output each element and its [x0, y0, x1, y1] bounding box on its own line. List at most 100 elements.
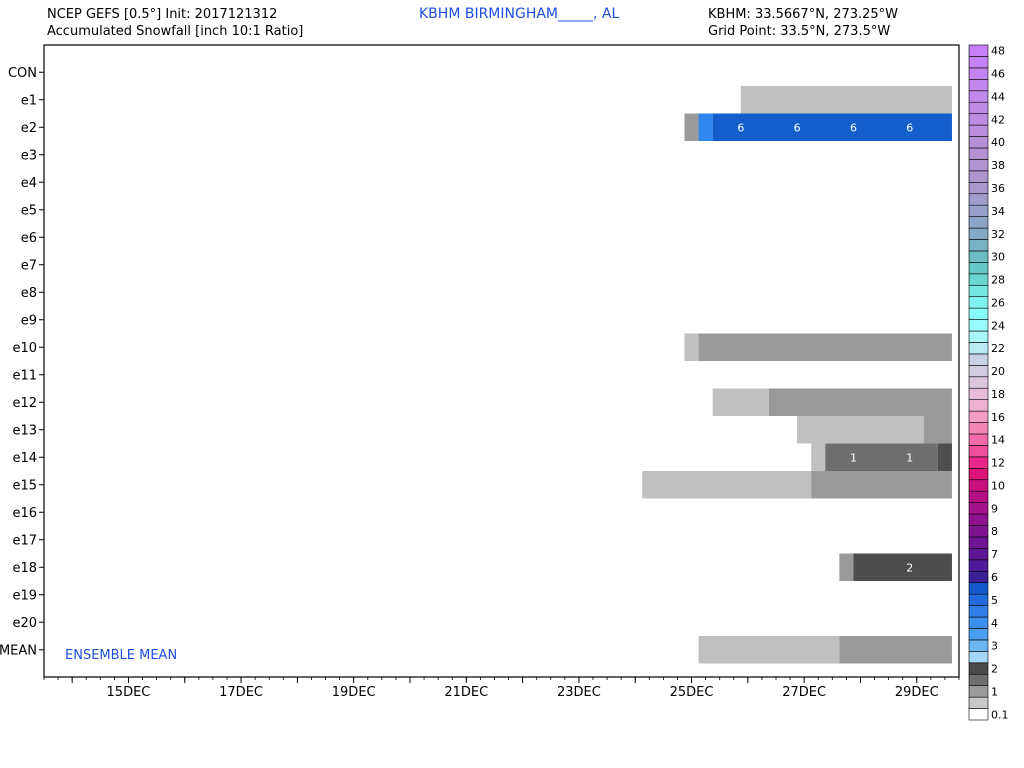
y-axis: CON e1 e2 e3 e4 e5 e6 e7 e8 e9 e10 e11 e12 e13 e14 e15 e…: [0, 66, 44, 658]
legend-swatch: [968, 239, 989, 252]
legend-swatch: [968, 159, 989, 172]
legend-swatch: [968, 342, 989, 355]
segment-layer: 6 6 6 6 1 1 2: [642, 86, 952, 664]
legend-label: 48: [991, 45, 1005, 58]
x-tick-label: 19DEC: [332, 685, 376, 700]
snowfall-segment: [684, 113, 699, 141]
legend-swatch: [968, 525, 989, 538]
grid-point-coords: Grid Point: 33.5°N, 273.5°W: [708, 24, 891, 39]
legend-swatch: [968, 124, 989, 137]
legend-swatch: [968, 513, 989, 526]
legend-swatch: [968, 387, 989, 400]
legend-swatch: [968, 410, 989, 423]
y-tick-label: e1: [21, 93, 37, 108]
legend-swatch: [968, 365, 989, 378]
legend-label: 4: [991, 617, 998, 630]
legend-swatch: [968, 44, 989, 57]
legend-swatch: [968, 605, 989, 618]
y-tick-label: e19: [12, 588, 37, 603]
legend-swatch: [968, 456, 989, 469]
legend-label: 30: [991, 251, 1005, 264]
x-axis: 15DEC 17DEC 19DEC 21DEC 23DEC 25DEC 27DEC 29DEC: [43, 677, 960, 700]
station-coords: KBHM: 33.5667°N, 273.25°W: [708, 7, 899, 22]
legend-label: 8: [991, 525, 998, 538]
legend-swatch: [968, 101, 989, 114]
legend-swatch: [968, 79, 989, 92]
x-tick-label: 25DEC: [670, 685, 714, 700]
legend-swatch: [968, 90, 989, 103]
station-name: KBHM BIRMINGHAM_____, AL: [419, 6, 620, 22]
snowfall-segment: [684, 333, 699, 361]
legend-swatch: [968, 490, 989, 503]
legend-label: 14: [991, 434, 1005, 447]
y-tick-label: e4: [21, 176, 37, 191]
snowfall-segment: [853, 553, 952, 581]
model-init-label: NCEP GEFS [0.5°] Init: 2017121312: [47, 7, 278, 22]
legend-label: 9: [991, 502, 998, 515]
snowfall-segment: [923, 416, 952, 444]
snowfall-segment: [811, 443, 826, 471]
legend-swatch: [968, 56, 989, 69]
y-tick-label: MEAN: [0, 643, 37, 658]
legend-label: 6: [991, 571, 998, 584]
snowfall-segment: [642, 471, 812, 499]
legend-swatch: [968, 284, 989, 297]
legend-swatch: [968, 433, 989, 446]
legend-swatch: [968, 559, 989, 572]
legend-swatch: [968, 307, 989, 320]
legend-swatch: [968, 445, 989, 458]
snowfall-segment: [797, 416, 924, 444]
legend-swatch: [968, 639, 989, 652]
y-tick-label: e15: [12, 478, 37, 493]
legend-swatch: [968, 696, 989, 709]
legend-swatch: [968, 296, 989, 309]
segment-value-label: 6: [794, 121, 801, 134]
segment-value-label: 6: [737, 121, 744, 134]
snowfall-segment: [712, 113, 952, 141]
y-tick-label: e6: [21, 231, 37, 246]
y-tick-label: e18: [12, 561, 37, 576]
y-tick-label: e20: [12, 616, 37, 631]
legend-label: 40: [991, 136, 1005, 149]
y-tick-label: e14: [12, 451, 37, 466]
legend-label: 46: [991, 68, 1005, 81]
y-tick-label: e3: [21, 148, 37, 163]
legend-swatch: [968, 376, 989, 389]
y-tick-label: e13: [12, 423, 37, 438]
snowfall-segment: [698, 333, 952, 361]
legend-label: 12: [991, 457, 1005, 470]
colorbar-legend: 0.11234567891012141618202224262830323436…: [968, 44, 1009, 721]
snowfall-segment: [712, 388, 769, 416]
legend-swatch: [968, 422, 989, 435]
x-tick-label: 17DEC: [219, 685, 263, 700]
segment-value-label: 6: [906, 121, 913, 134]
variable-label: Accumulated Snowfall [inch 10:1 Ratio]: [47, 24, 304, 39]
legend-label: 1: [991, 685, 998, 698]
y-tick-label: e10: [12, 341, 37, 356]
segment-value-label: 2: [906, 561, 913, 574]
legend-label: 28: [991, 274, 1005, 287]
legend-label: 3: [991, 640, 998, 653]
y-tick-label: e16: [12, 506, 37, 521]
legend-swatch: [968, 113, 989, 126]
y-tick-label: CON: [8, 66, 37, 81]
legend-swatch: [968, 548, 989, 561]
legend-swatch: [968, 570, 989, 584]
legend-swatch: [968, 685, 989, 698]
legend-label: 38: [991, 159, 1005, 172]
legend-label: 16: [991, 411, 1005, 424]
y-tick-label: e9: [21, 313, 37, 328]
snowfall-segment: [768, 388, 952, 416]
snowfall-segment: [698, 113, 713, 141]
y-tick-label: e8: [21, 286, 37, 301]
legend-swatch: [968, 147, 989, 160]
legend-swatch: [968, 479, 989, 492]
legend-swatch: [968, 628, 989, 641]
legend-label: 5: [991, 594, 998, 607]
legend-swatch: [968, 708, 989, 721]
legend-swatch: [968, 273, 989, 286]
legend-swatch: [968, 319, 989, 332]
x-tick-label: 27DEC: [782, 685, 826, 700]
snowfall-segment: [811, 471, 952, 499]
legend-swatch: [968, 651, 989, 664]
